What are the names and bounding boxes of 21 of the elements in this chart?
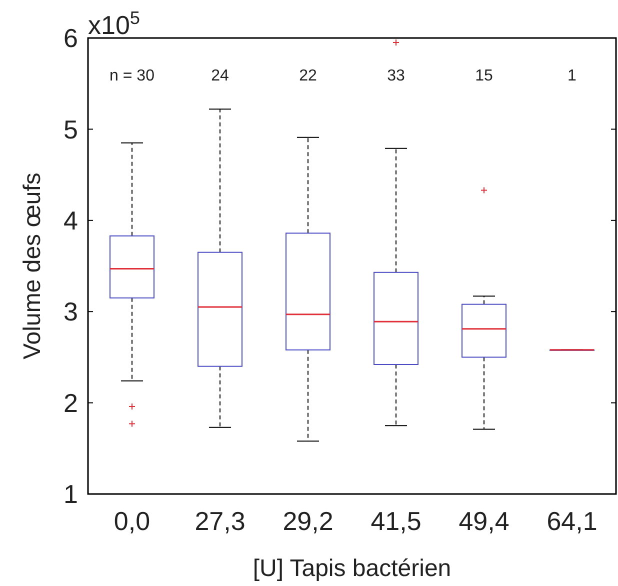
- y-axis-title: Volume des œufs: [19, 172, 46, 360]
- x-tick-label: 49,4: [458, 506, 510, 536]
- y-tick-label: 2: [64, 388, 78, 418]
- y-tick-label: 1: [64, 479, 78, 510]
- x-tick-label: 41,5: [370, 506, 422, 536]
- annotation: 1: [568, 68, 577, 85]
- x-tick-label: 0,0: [114, 506, 150, 536]
- y-tick-label: 3: [64, 296, 78, 327]
- annotation: 22: [299, 68, 317, 85]
- y-tick-label: 4: [64, 206, 78, 236]
- annotation: n = 30: [110, 68, 155, 85]
- annotation: 24: [211, 68, 229, 85]
- x-axis-title: [U] Tapis bactérien: [252, 555, 452, 582]
- x-tick-label: 27,3: [194, 506, 246, 536]
- annotation: x10$^{5}$: [88, 8, 140, 40]
- y-tick-label: 6: [64, 23, 78, 54]
- x-tick-label: 64,1: [546, 506, 598, 536]
- annotation: 33: [387, 68, 405, 85]
- x-tick-label: 29,2: [282, 506, 334, 536]
- annotation: 15: [475, 68, 493, 85]
- y-tick-label: 5: [64, 114, 78, 144]
